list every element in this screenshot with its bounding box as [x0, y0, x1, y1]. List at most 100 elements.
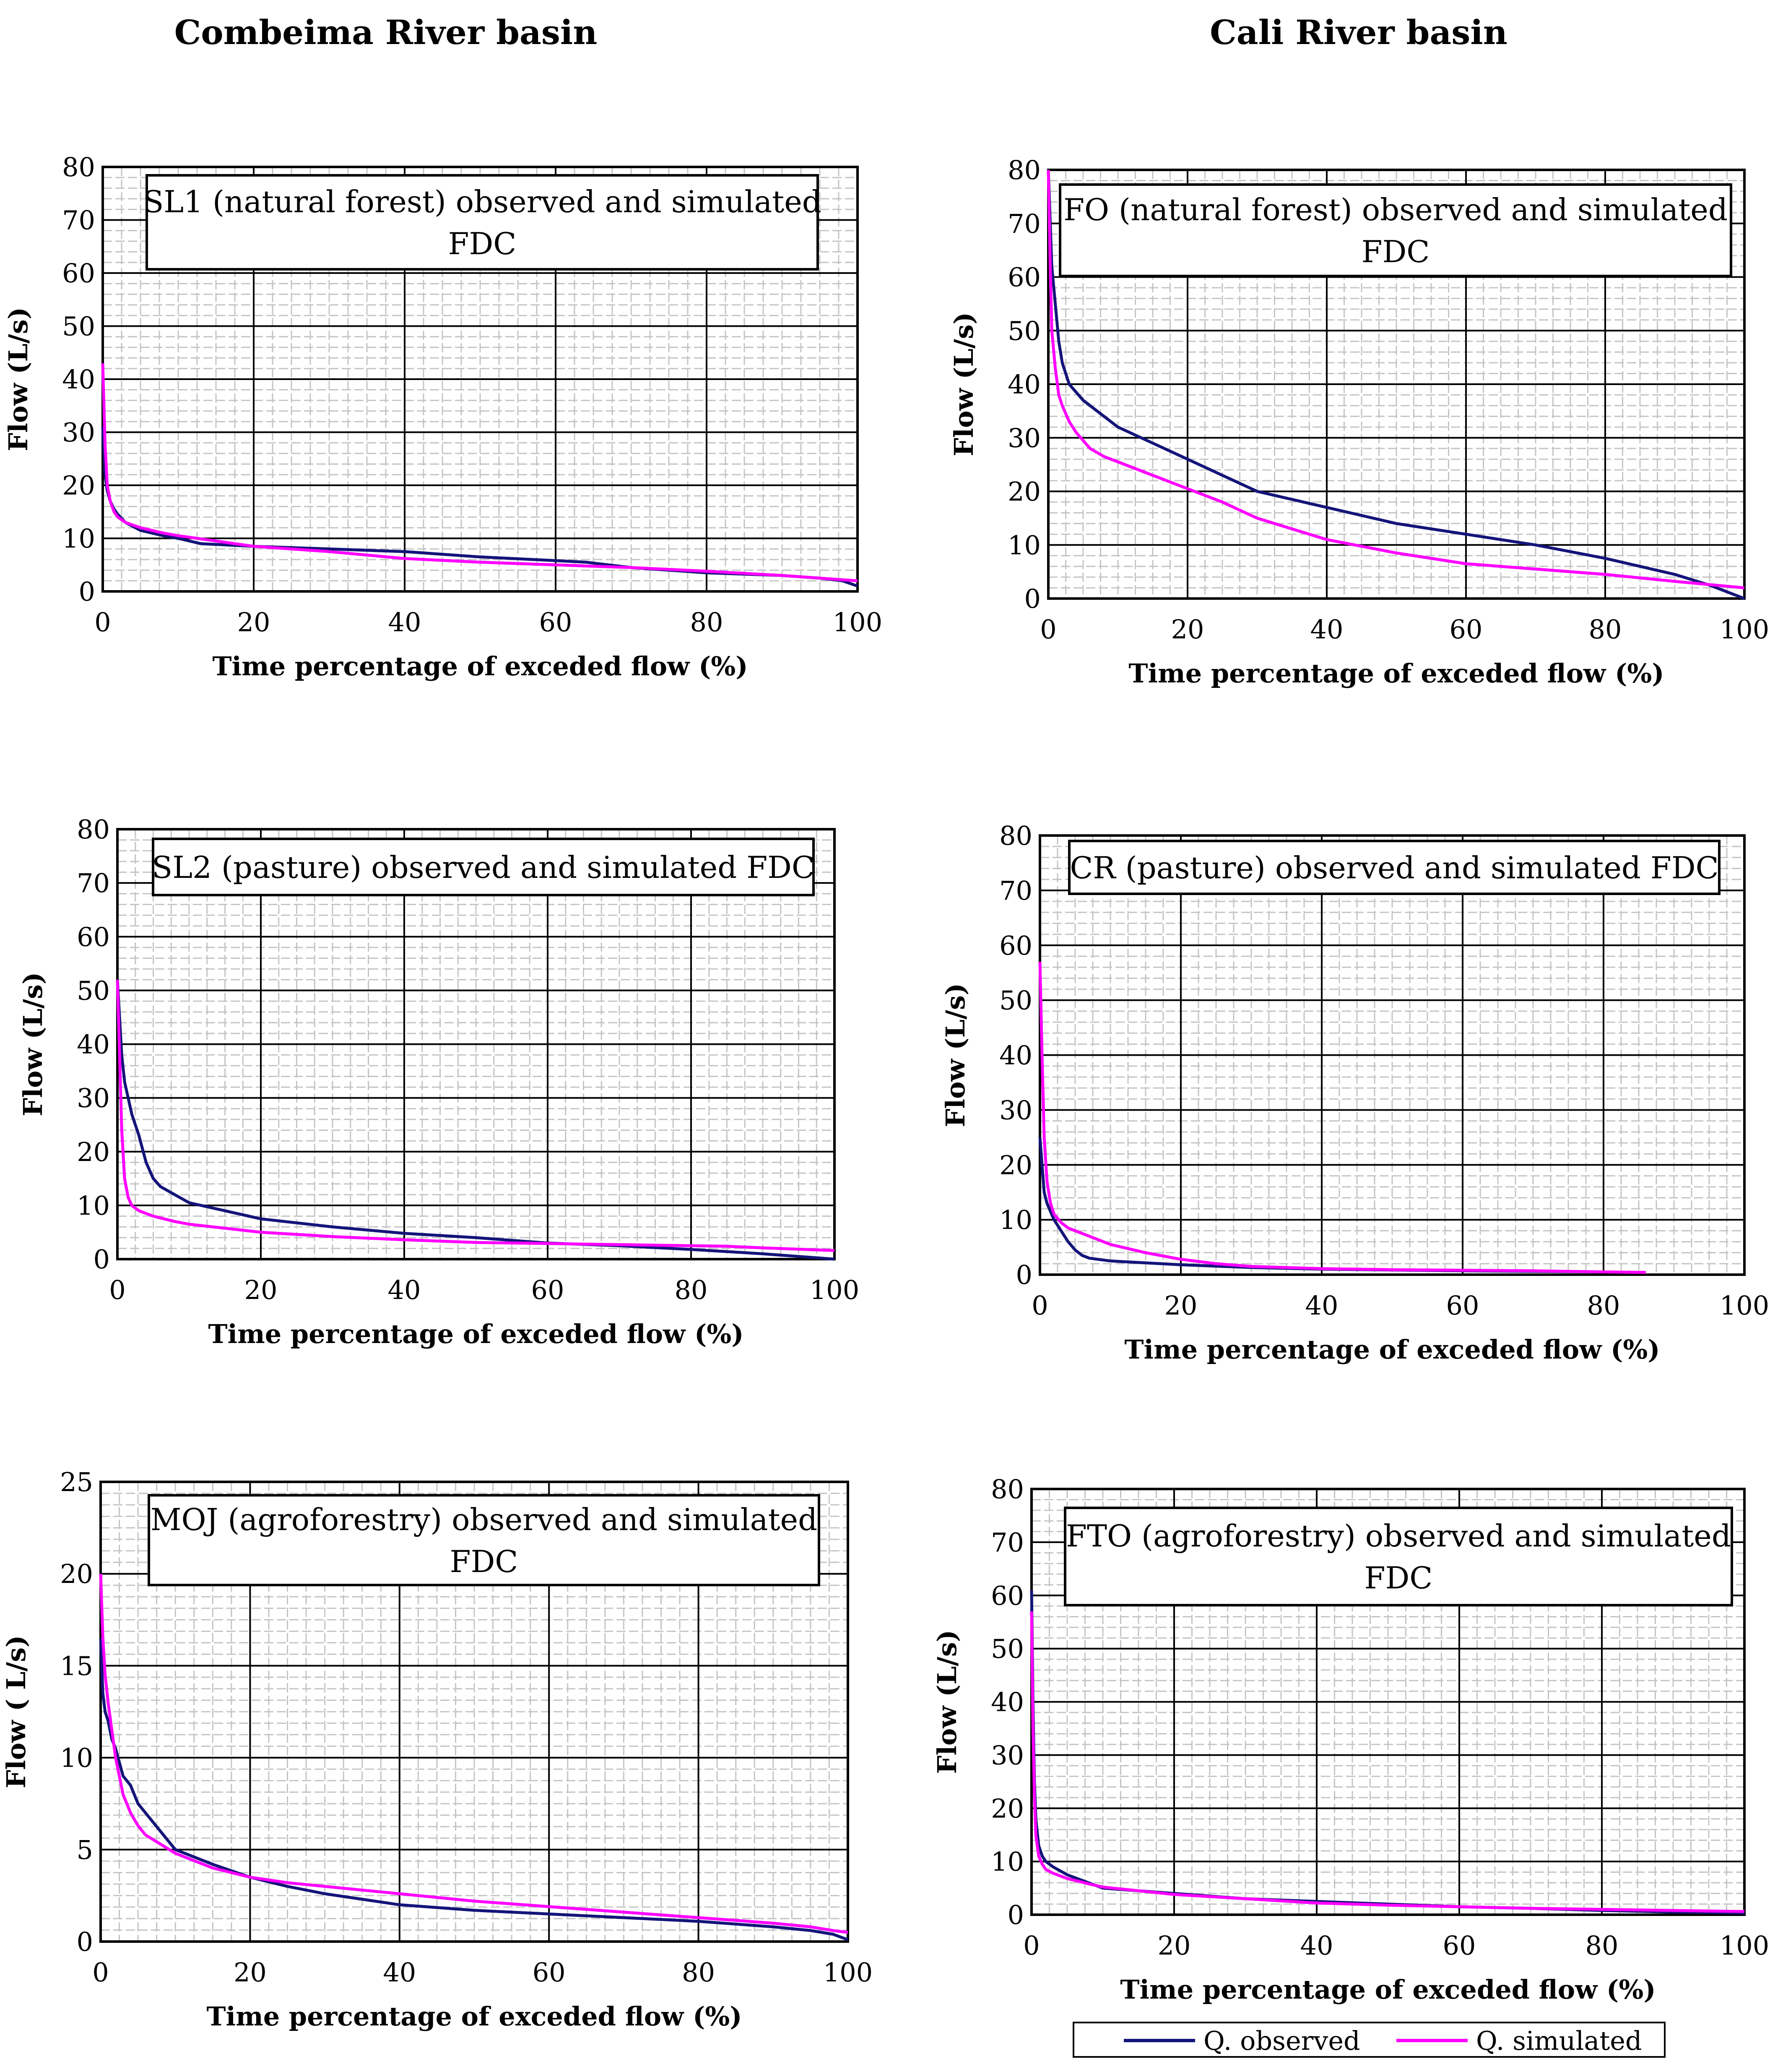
- y-tick-label: 30: [999, 1095, 1032, 1125]
- x-axis-label: Time percentage of exceded flow (%): [1120, 1974, 1656, 2005]
- chart-title-box: [146, 174, 819, 271]
- y-tick-label: 0: [1024, 583, 1041, 614]
- y-axis-label: Flow (L/s): [940, 983, 971, 1127]
- chart-title: FO (natural forest) observed and simulat…: [1063, 192, 1728, 269]
- x-tick-label: 40: [1305, 1290, 1339, 1321]
- x-tick-label: 0: [92, 1957, 109, 1988]
- y-tick-label: 0: [94, 1244, 110, 1275]
- y-tick-label: 40: [77, 1029, 110, 1060]
- y-tick-label: 70: [991, 1527, 1024, 1558]
- chart-panel-5: 0 20 40 60 80 100 0 5 10 15 20 25 Time percentage of…: [1, 1467, 873, 2032]
- y-tick-label: 30: [991, 1740, 1024, 1770]
- legend: Q. observed Q. simulated: [1073, 2022, 1666, 2058]
- chart-title-box: [1068, 840, 1721, 895]
- x-tick-label: 40: [388, 607, 421, 638]
- x-tick-label: 100: [1720, 1290, 1769, 1321]
- y-tick-label: 60: [62, 258, 95, 289]
- x-tick-label: 80: [675, 1275, 708, 1305]
- x-tick-label: 80: [1587, 1290, 1620, 1321]
- column-title-cali: Cali River basin: [1210, 13, 1507, 52]
- y-tick-label: 70: [999, 875, 1032, 906]
- y-tick-label: 10: [62, 523, 95, 554]
- x-tick-label: 20: [1158, 1930, 1191, 1961]
- series-line-simulated: [116, 979, 835, 1252]
- chart-panel-6: 0 20 40 60 80 100 0 10 20 30 40 50 60 70 80 Time percen…: [932, 1474, 1769, 2005]
- y-tick-label: 70: [62, 205, 95, 236]
- y-tick-label: 50: [991, 1634, 1024, 1664]
- y-tick-label: 25: [60, 1467, 93, 1497]
- column-title-combeima: Combeima River basin: [174, 13, 598, 52]
- y-tick-label: 0: [1016, 1260, 1032, 1290]
- y-axis-label: Flow (L/s): [3, 307, 34, 451]
- y-tick-label: 40: [62, 364, 95, 395]
- x-tick-label: 40: [383, 1957, 416, 1988]
- series-line-simulated: [101, 363, 858, 583]
- y-tick-label: 30: [77, 1083, 110, 1114]
- y-tick-label: 10: [991, 1846, 1024, 1877]
- x-tick-label: 0: [1040, 614, 1056, 645]
- legend-label-observed: Q. observed: [1203, 2025, 1360, 2056]
- y-tick-label: 20: [999, 1150, 1032, 1180]
- y-tick-label: 50: [1008, 315, 1041, 346]
- y-tick-label: 80: [77, 814, 110, 845]
- series-line-simulated: [1030, 1611, 1745, 1913]
- y-tick-label: 50: [62, 311, 95, 342]
- x-axis-label: Time percentage of exceded flow (%): [208, 1319, 743, 1349]
- y-tick-label: 10: [999, 1205, 1032, 1235]
- x-tick-label: 80: [1585, 1930, 1619, 1961]
- x-tick-label: 0: [1032, 1290, 1048, 1321]
- x-tick-label: 20: [237, 607, 270, 638]
- x-tick-label: 60: [539, 607, 572, 638]
- x-tick-label: 100: [1720, 614, 1769, 645]
- x-tick-label: 60: [1446, 1290, 1479, 1321]
- y-tick-label: 15: [60, 1650, 93, 1681]
- x-tick-label: 80: [682, 1957, 715, 1988]
- legend-label-simulated: Q. simulated: [1476, 2025, 1642, 2056]
- x-tick-label: 0: [1023, 1930, 1040, 1961]
- y-tick-label: 70: [1008, 208, 1041, 239]
- y-tick-label: 0: [1008, 1900, 1024, 1930]
- y-tick-label: 80: [62, 152, 95, 182]
- x-tick-label: 80: [690, 607, 723, 638]
- chart-title: MOJ (agroforestry) observed and simulate…: [151, 1502, 818, 1579]
- y-tick-label: 10: [77, 1190, 110, 1221]
- chart-panel-1: 0 20 40 60 80 100 0 10 20 30 40 50 60 70 80 Time percen…: [3, 152, 882, 682]
- x-tick-label: 20: [244, 1275, 278, 1305]
- y-tick-label: 30: [1008, 423, 1041, 453]
- y-tick-label: 80: [1008, 155, 1041, 185]
- y-tick-label: 10: [60, 1743, 93, 1773]
- y-tick-label: 70: [77, 868, 110, 898]
- chart-title-box: [1064, 1507, 1733, 1606]
- y-tick-label: 20: [991, 1793, 1024, 1824]
- x-axis-label: Time percentage of exceded flow (%): [1124, 1334, 1660, 1365]
- plot-frame: [99, 1481, 849, 1943]
- y-tick-label: 80: [991, 1474, 1024, 1505]
- series-line-observed: [116, 979, 835, 1261]
- x-tick-label: 60: [533, 1957, 566, 1988]
- y-tick-label: 60: [77, 921, 110, 952]
- y-axis-label: Flow (L/s): [18, 972, 48, 1117]
- chart-title: SL1 (natural forest) observed and simula…: [143, 184, 821, 261]
- chart-title: SL2 (pasture) observed and simulated FDC: [152, 850, 815, 885]
- chart-title-box: [152, 838, 815, 896]
- y-tick-label: 10: [1008, 530, 1041, 560]
- x-axis-label: Time percentage of exceded flow (%): [212, 651, 748, 682]
- x-tick-label: 100: [810, 1275, 859, 1305]
- y-tick-label: 0: [79, 576, 95, 607]
- plot-frame: [1039, 834, 1746, 1276]
- y-tick-label: 20: [77, 1137, 110, 1167]
- y-tick-label: 20: [62, 470, 95, 501]
- x-tick-label: 60: [531, 1275, 564, 1305]
- y-tick-label: 40: [991, 1687, 1024, 1718]
- x-tick-label: 20: [234, 1957, 267, 1988]
- chart-title: CR (pasture) observed and simulated FDC: [1070, 850, 1718, 885]
- y-axis-label: Flow (L/s): [932, 1630, 962, 1774]
- y-axis-label: Flow ( L/s): [1, 1635, 31, 1788]
- chart-panel-4: 0 20 40 60 80 100 0 10 20 30 40 50 60 70 80 Time percen…: [940, 820, 1769, 1365]
- y-tick-label: 60: [991, 1580, 1024, 1611]
- chart-title-box: [148, 1494, 820, 1586]
- y-tick-label: 20: [60, 1559, 93, 1589]
- chart-panel-2: 0 20 40 60 80 100 0 10 20 30 40 50 60 70 80 Time percen…: [949, 155, 1769, 689]
- x-tick-label: 40: [1300, 1930, 1333, 1961]
